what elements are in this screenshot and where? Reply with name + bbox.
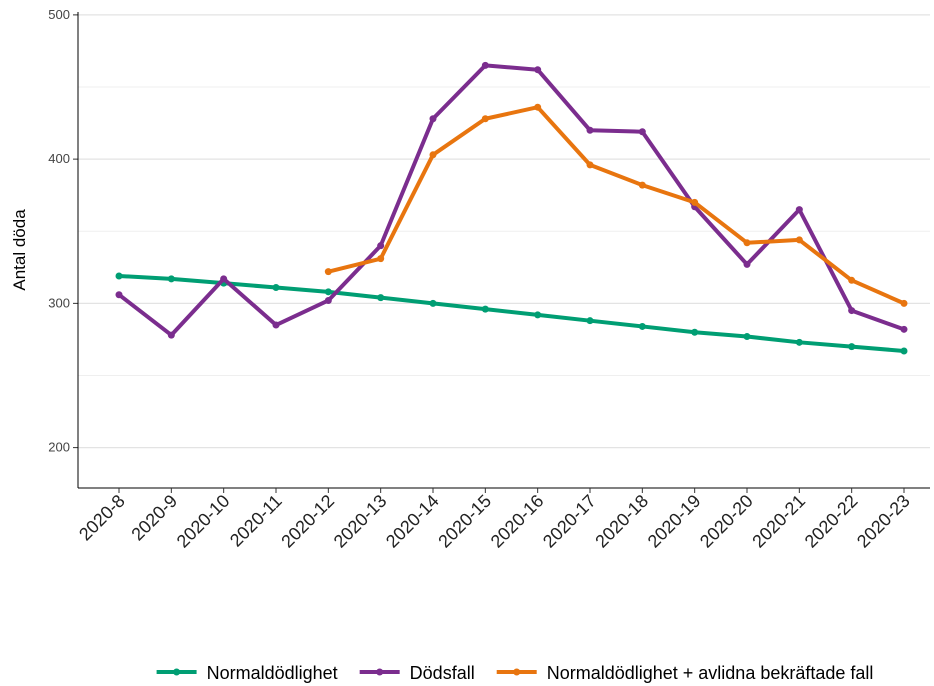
data-point <box>691 328 699 336</box>
data-point <box>481 115 489 123</box>
data-point <box>115 272 123 280</box>
x-tick-label: 2020-22 <box>801 491 862 552</box>
data-point <box>848 276 856 284</box>
data-point <box>481 61 489 69</box>
data-point <box>377 294 385 302</box>
data-point <box>743 260 751 268</box>
data-point <box>638 322 646 330</box>
y-tick-label: 200 <box>48 440 70 455</box>
x-tick-label: 2020-23 <box>853 491 914 552</box>
legend-label: Normaldödlighet + avlidna bekräftade fal… <box>547 663 874 683</box>
x-tick-label: 2020-18 <box>591 491 652 552</box>
x-tick-label: 2020-10 <box>173 491 234 552</box>
x-tick-label: 2020-21 <box>748 491 809 552</box>
data-point <box>272 321 280 329</box>
x-tick-label: 2020-11 <box>226 491 286 551</box>
data-point <box>743 239 751 247</box>
x-tick-label: 2020-15 <box>434 491 495 552</box>
data-point <box>691 198 699 206</box>
data-point <box>900 325 908 333</box>
legend-swatch-point <box>173 668 181 676</box>
y-tick-label: 300 <box>48 295 70 310</box>
data-point <box>115 291 123 299</box>
data-point <box>324 268 332 276</box>
data-point <box>167 275 175 283</box>
series-line <box>118 273 905 353</box>
data-point <box>167 331 175 339</box>
y-tick-label: 400 <box>48 151 70 166</box>
legend-label: Normaldödlighet <box>207 663 338 683</box>
data-point <box>429 115 437 123</box>
data-point <box>743 333 751 341</box>
data-point <box>534 311 542 319</box>
y-tick-label: 500 <box>48 7 70 22</box>
legend-swatch-point <box>513 668 521 676</box>
data-point <box>586 126 594 134</box>
x-tick-label: 2020-20 <box>696 491 757 552</box>
data-point <box>795 236 803 244</box>
series-line <box>327 105 905 306</box>
data-point <box>377 255 385 263</box>
data-point <box>795 338 803 346</box>
data-point <box>848 343 856 351</box>
data-point <box>795 206 803 214</box>
data-point <box>638 128 646 136</box>
data-point <box>900 299 908 307</box>
data-point <box>272 284 280 292</box>
data-point <box>638 181 646 189</box>
x-tick-label: 2020-17 <box>539 491 600 552</box>
data-point <box>586 161 594 169</box>
data-point <box>586 317 594 325</box>
data-point <box>848 307 856 315</box>
x-tick-label: 2020-8 <box>75 491 129 545</box>
data-point <box>429 299 437 307</box>
data-point <box>534 103 542 111</box>
x-tick-label: 2020-19 <box>644 491 705 552</box>
series-line <box>117 63 905 338</box>
data-point <box>534 66 542 74</box>
legend-label: Dödsfall <box>410 663 475 683</box>
data-point <box>481 305 489 313</box>
legend-swatch-point <box>376 668 384 676</box>
data-point <box>377 242 385 250</box>
data-point <box>220 275 228 283</box>
data-point <box>429 151 437 159</box>
data-point <box>324 288 332 296</box>
data-point <box>324 296 332 304</box>
x-tick-label: 2020-16 <box>487 491 548 552</box>
y-axis-label: Antal döda <box>10 209 29 291</box>
data-point <box>900 347 908 355</box>
x-tick-label: 2020-13 <box>330 491 391 552</box>
x-tick-label: 2020-14 <box>382 491 443 552</box>
x-tick-label: 2020-12 <box>277 491 338 552</box>
